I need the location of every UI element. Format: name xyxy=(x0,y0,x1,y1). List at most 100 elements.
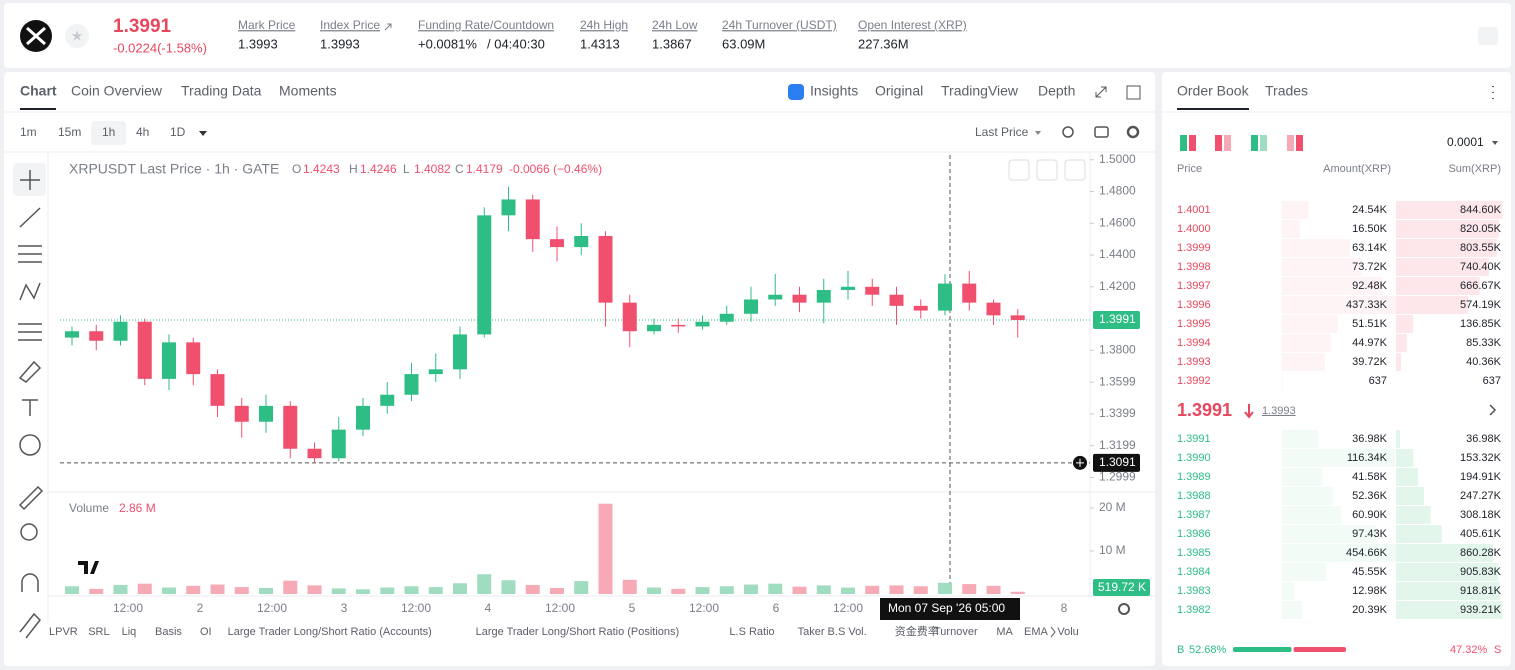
indicator[interactable]: Large Trader Long/Short Ratio (Positions… xyxy=(476,626,680,638)
icon-button[interactable] xyxy=(1478,27,1498,45)
chart-button[interactable] xyxy=(1064,159,1086,181)
star[interactable]: ★ xyxy=(71,28,84,44)
book-amount: 116.34K xyxy=(1347,452,1388,464)
tool-line[interactable] xyxy=(19,207,41,228)
chart-tab[interactable]: Chart xyxy=(20,83,57,99)
book-amount: 437.33K xyxy=(1346,299,1388,311)
expand-icon[interactable] xyxy=(1095,86,1107,98)
book-amount: 97.43K xyxy=(1352,528,1388,540)
tool-pen[interactable] xyxy=(19,612,41,639)
tool-fib[interactable] xyxy=(18,245,42,263)
chart-tab[interactable]: Trading Data xyxy=(181,83,262,99)
tool-projection[interactable] xyxy=(18,323,42,341)
stat-label: Funding Rate/Countdown xyxy=(418,18,554,32)
book-price: 1.3997 xyxy=(1177,280,1211,292)
amount-bar xyxy=(1282,220,1300,238)
indicator[interactable]: Basis xyxy=(155,626,182,638)
tab-underline xyxy=(1177,108,1249,110)
stat-label: Index Price xyxy=(320,18,380,32)
book-tab[interactable]: Order Book xyxy=(1177,83,1250,99)
interval[interactable]: 4h xyxy=(136,125,149,139)
layout-icon[interactable] xyxy=(1260,135,1267,151)
tool-text[interactable] xyxy=(22,399,38,416)
candle-body xyxy=(695,321,710,327)
indicator[interactable]: EMA xyxy=(1024,626,1049,638)
indicator[interactable]: Volu xyxy=(1057,626,1078,638)
interval[interactable]: 1D xyxy=(170,125,186,139)
y-tick-label: 1.4200 xyxy=(1099,279,1136,293)
volume-bar xyxy=(889,585,904,594)
volume-bar xyxy=(525,584,540,594)
view-tab[interactable]: Depth xyxy=(1038,83,1075,99)
favorite[interactable] xyxy=(65,24,89,48)
layout-icon[interactable] xyxy=(1287,135,1294,151)
tool-emoji[interactable] xyxy=(19,434,41,456)
price-type[interactable]: Last Price xyxy=(975,125,1029,139)
layout-icon[interactable] xyxy=(1251,135,1258,151)
interval[interactable]: 1m xyxy=(20,125,37,139)
chart-tab[interactable]: Moments xyxy=(279,83,337,99)
crosshair-time: Mon 07 Sep '26 05:00 xyxy=(888,601,1005,615)
interval[interactable]: 15m xyxy=(58,125,81,139)
x-tick-label: 12:00 xyxy=(401,601,431,615)
search-icon[interactable] xyxy=(1062,126,1074,138)
indicator[interactable]: OI xyxy=(200,626,212,638)
layout-icon[interactable] xyxy=(1189,135,1196,151)
layout-icon[interactable] xyxy=(1215,135,1222,151)
stat-label: 24h Low xyxy=(652,18,698,32)
indicator[interactable]: MA xyxy=(996,626,1013,638)
buy-ratio: 52.68% xyxy=(1189,644,1227,656)
down-arrow xyxy=(1244,404,1254,419)
scroll-right[interactable] xyxy=(1050,626,1056,638)
view-tab[interactable]: Insights xyxy=(810,83,858,99)
window-icon[interactable] xyxy=(1126,85,1141,100)
tool-crosshair[interactable] xyxy=(20,170,40,190)
indicator[interactable]: Turnover xyxy=(934,626,978,638)
book-sum: 36.98K xyxy=(1466,433,1502,445)
camera-icon[interactable] xyxy=(1094,126,1109,138)
dropdown xyxy=(199,131,207,136)
volume-bar xyxy=(792,586,807,594)
chart: XRPUSDT Last Price · 1h · GATE O 1.4243 H 1.… xyxy=(60,152,1150,620)
book-price: 1.3990 xyxy=(1177,452,1211,464)
interval[interactable]: 1h xyxy=(102,125,115,139)
book-tab[interactable]: Trades xyxy=(1265,83,1308,99)
volume-bar xyxy=(210,584,225,594)
layout-icon[interactable] xyxy=(1180,135,1187,151)
book-price: 1.3989 xyxy=(1177,471,1211,483)
amount-bar xyxy=(1282,563,1327,581)
tool-pattern[interactable] xyxy=(19,282,41,301)
view-tab[interactable]: Original xyxy=(875,83,923,99)
layout-icon[interactable] xyxy=(1296,135,1303,151)
depth-bar xyxy=(1396,525,1442,543)
tool-magnet[interactable] xyxy=(21,573,39,592)
tool-brush[interactable] xyxy=(18,360,42,383)
indicator[interactable]: Large Trader Long/Short Ratio (Accounts) xyxy=(228,626,432,638)
amount-bar xyxy=(1282,353,1325,371)
chart-button[interactable] xyxy=(1008,159,1030,181)
chart-settings[interactable] xyxy=(1118,603,1130,615)
indicator[interactable]: Liq xyxy=(122,626,137,638)
book-price: 1.3998 xyxy=(1177,261,1211,273)
candle-body xyxy=(1010,315,1025,320)
settings-icon[interactable] xyxy=(1126,125,1140,139)
layout-icon[interactable] xyxy=(1224,135,1231,151)
depth-bar xyxy=(1396,296,1469,314)
candle-body xyxy=(162,342,176,379)
depth-bar xyxy=(1396,258,1489,276)
precision[interactable]: 0.0001 xyxy=(1447,135,1484,149)
indicator[interactable]: LPVR xyxy=(49,626,78,638)
chart-button[interactable] xyxy=(1036,159,1058,181)
tool-zoom[interactable] xyxy=(20,523,38,541)
tool-ruler[interactable] xyxy=(18,485,44,511)
candle-body xyxy=(913,305,928,311)
view-tab[interactable]: TradingView xyxy=(941,83,1019,99)
depth-bar xyxy=(1396,582,1500,600)
candle-body xyxy=(574,235,589,248)
indicator[interactable]: SRL xyxy=(88,626,109,638)
indicator[interactable]: Taker B.S Vol. xyxy=(798,626,867,638)
indicator[interactable]: L.S Ratio xyxy=(729,626,774,638)
chevron[interactable] xyxy=(1489,404,1497,416)
indicator[interactable]: 资金费率 xyxy=(895,624,939,638)
chart-tab[interactable]: Coin Overview xyxy=(71,83,163,99)
